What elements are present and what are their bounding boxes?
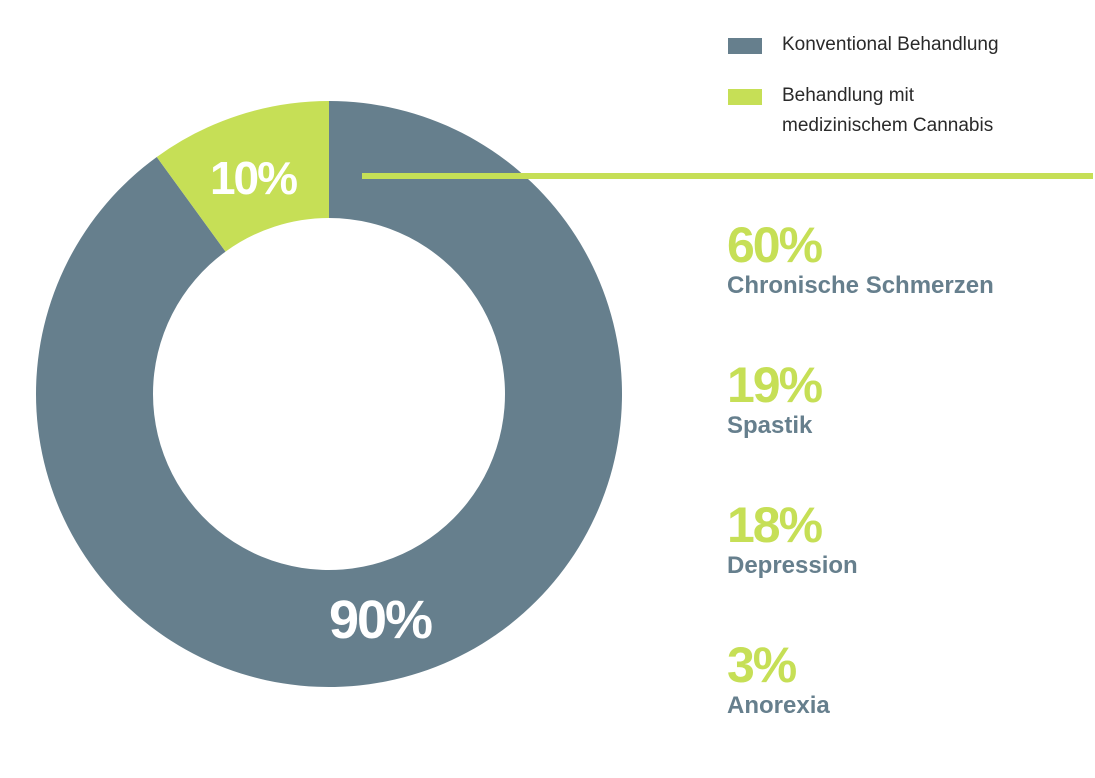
- cannabis-slice: [156, 101, 329, 252]
- breakdown-item-depression: 18% Depression: [727, 498, 1087, 638]
- legend-swatch-cannabis: [728, 89, 762, 105]
- breakdown-percent: 60%: [727, 217, 823, 273]
- breakdown-item-anorexia: 3% Anorexia: [727, 638, 1087, 778]
- breakdown-label: Depression: [727, 552, 858, 579]
- cannabis-percent-label: 10%: [210, 152, 297, 204]
- breakdown-percent: 3%: [727, 637, 797, 693]
- donut-chart: 90% 10%: [36, 101, 1093, 687]
- legend: Konventional Behandlung Behandlung mit m…: [728, 30, 1068, 141]
- legend-label-cannabis: Behandlung mit medizinischem Cannabis: [782, 85, 994, 136]
- cannabis-indications-breakdown: 60% Chronische Schmerzen 19% Spastik 18%…: [727, 218, 1087, 778]
- breakdown-label: Chronische Schmerzen: [727, 272, 994, 299]
- legend-swatch-conventional: [728, 38, 762, 54]
- breakdown-percent: 19%: [727, 357, 823, 413]
- conventional-percent-label: 90%: [329, 590, 432, 650]
- legend-item-conventional: Konventional Behandlung: [728, 30, 1068, 60]
- breakdown-item-chronic-pain: 60% Chronische Schmerzen: [727, 218, 1087, 358]
- conventional-slice: [36, 101, 623, 687]
- breakdown-label: Spastik: [727, 412, 813, 439]
- breakdown-percent: 18%: [727, 497, 823, 553]
- breakdown-item-spasticity: 19% Spastik: [727, 358, 1087, 498]
- breakdown-label: Anorexia: [727, 692, 830, 719]
- legend-item-cannabis: Behandlung mit medizinischem Cannabis: [728, 81, 1068, 141]
- legend-label-conventional: Konventional Behandlung: [782, 34, 999, 55]
